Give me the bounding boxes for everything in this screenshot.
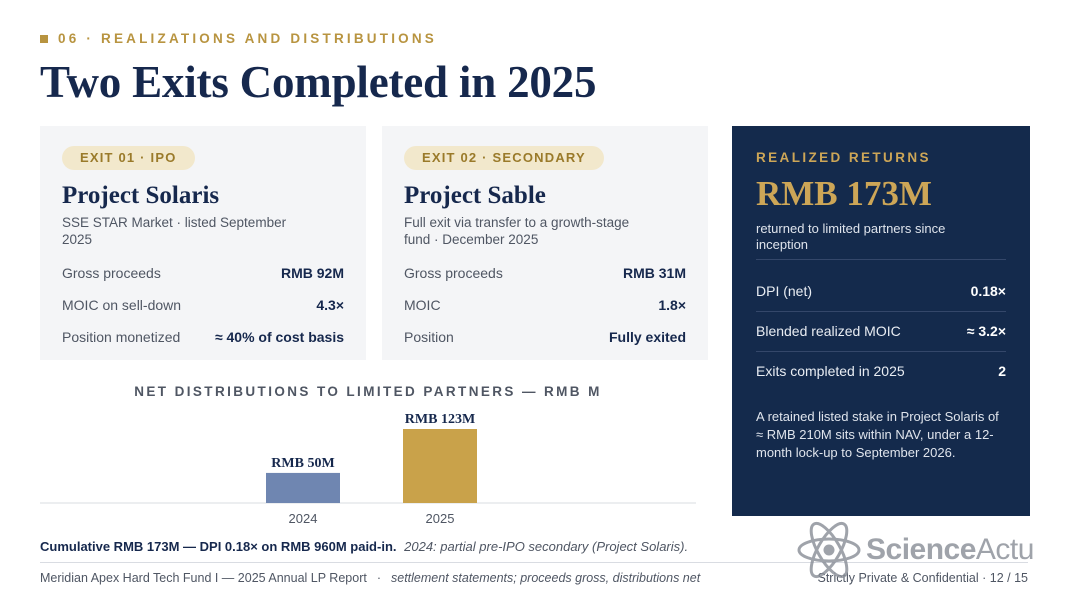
watermark-bold: Science xyxy=(866,533,976,566)
realized-returns-panel: REALIZED RETURNS RMB 173M returned to li… xyxy=(732,126,1030,516)
bar-2025 xyxy=(403,429,477,503)
data-label-2025: RMB 123M xyxy=(405,412,475,427)
metric-row: Position Fully exited xyxy=(404,329,686,345)
panel-row-value: ≈ 3.2× xyxy=(966,323,1006,339)
footer-left-group: Meridian Apex Hard Tech Fund I — 2025 An… xyxy=(40,571,700,585)
panel-row: DPI (net) 0.18× xyxy=(756,283,1006,299)
metric-label: MOIC xyxy=(404,297,441,313)
metric-label: Position xyxy=(404,329,454,345)
panel-row: Blended realized MOIC ≈ 3.2× xyxy=(756,323,1006,339)
footer-rule xyxy=(40,562,1028,563)
panel-subtitle: returned to limited partners since incep… xyxy=(756,221,946,252)
metric-value: RMB 92M xyxy=(280,265,344,281)
metric-row: Gross proceeds RMB 92M xyxy=(62,265,344,281)
metric-row: Gross proceeds RMB 31M xyxy=(404,265,686,281)
section-tag-text: 06 · REALIZATIONS AND DISTRIBUTIONS xyxy=(58,31,438,46)
metric-value: Fully exited xyxy=(608,329,686,345)
footer-separator: · xyxy=(376,571,381,585)
metric-row: MOIC 1.8× xyxy=(404,297,686,313)
metric-value: 1.8× xyxy=(658,297,686,313)
summary-bold: Cumulative RMB 173M — DPI 0.18× on RMB 9… xyxy=(40,539,397,554)
exit-card-solaris: EXIT 01 · IPO Project Solaris SSE STAR M… xyxy=(40,126,366,360)
bar-2024 xyxy=(266,472,340,503)
metric-label: Gross proceeds xyxy=(62,265,161,281)
exit-name: Project Sable xyxy=(404,182,546,209)
distributions-chart: RMB 50M 2024 RMB 123M 2025 xyxy=(40,412,696,526)
watermark-logo: ScienceActu xyxy=(796,514,1034,586)
page-title: Two Exits Completed in 2025 xyxy=(40,57,597,107)
metric-value: RMB 31M xyxy=(622,265,686,281)
footer-report-name: Meridian Apex Hard Tech Fund I — 2025 An… xyxy=(40,571,367,585)
metric-row: MOIC on sell-down 4.3× xyxy=(62,297,344,313)
metric-label: MOIC on sell-down xyxy=(62,297,182,313)
footer: Meridian Apex Hard Tech Fund I — 2025 An… xyxy=(40,571,1028,585)
tick-label-2025: 2025 xyxy=(426,511,455,526)
tick-label-2024: 2024 xyxy=(289,511,318,526)
panel-row-value: 2 xyxy=(998,363,1006,379)
exit-card-sable: EXIT 02 · SECONDARY Project Sable Full e… xyxy=(382,126,708,360)
divider xyxy=(756,351,1006,352)
exit-description: SSE STAR Market · listed September 2025 xyxy=(62,215,287,247)
exit-description: Full exit via transfer to a growth-stage… xyxy=(404,215,630,247)
chart-title: NET DISTRIBUTIONS TO LIMITED PARTNERS — … xyxy=(134,384,602,399)
watermark-light: Actu xyxy=(975,533,1035,566)
panel-note: A retained listed stake in Project Solar… xyxy=(756,409,999,460)
panel-heading: REALIZED RETURNS xyxy=(756,150,931,165)
panel-row-label: Blended realized MOIC xyxy=(756,323,901,339)
footer-source-note: settlement statements; proceeds gross, d… xyxy=(391,571,701,585)
metric-row: Position monetized ≈ 40% of cost basis xyxy=(62,329,344,345)
exit-pill: EXIT 01 · IPO xyxy=(62,146,195,170)
exit-pill: EXIT 02 · SECONDARY xyxy=(404,146,604,170)
section-tag: 06 · REALIZATIONS AND DISTRIBUTIONS xyxy=(40,31,437,46)
metric-value: ≈ 40% of cost basis xyxy=(214,329,344,345)
panel-row-label: Exits completed in 2025 xyxy=(756,363,905,379)
watermark-text: ScienceActu xyxy=(866,533,1034,567)
metric-label: Position monetized xyxy=(62,329,181,345)
panel-row: Exits completed in 2025 2 xyxy=(756,363,1006,379)
metric-label: Gross proceeds xyxy=(404,265,503,281)
metric-value: 4.3× xyxy=(316,297,344,313)
exit-name: Project Solaris xyxy=(62,182,220,209)
data-label-2024: RMB 50M xyxy=(271,456,334,471)
summary-line: Cumulative RMB 173M — DPI 0.18× on RMB 9… xyxy=(40,539,688,554)
divider xyxy=(756,259,1006,260)
panel-row-label: DPI (net) xyxy=(756,283,813,299)
panel-total: RMB 173M xyxy=(756,174,932,213)
footer-confidential: Strictly Private & Confidential · 12 / 1… xyxy=(817,571,1028,585)
summary-italic: 2024: partial pre-IPO secondary (Project… xyxy=(404,539,689,554)
divider xyxy=(756,311,1006,312)
atom-icon xyxy=(797,521,861,579)
panel-row-value: 0.18× xyxy=(970,283,1006,299)
section-marker xyxy=(40,34,48,43)
